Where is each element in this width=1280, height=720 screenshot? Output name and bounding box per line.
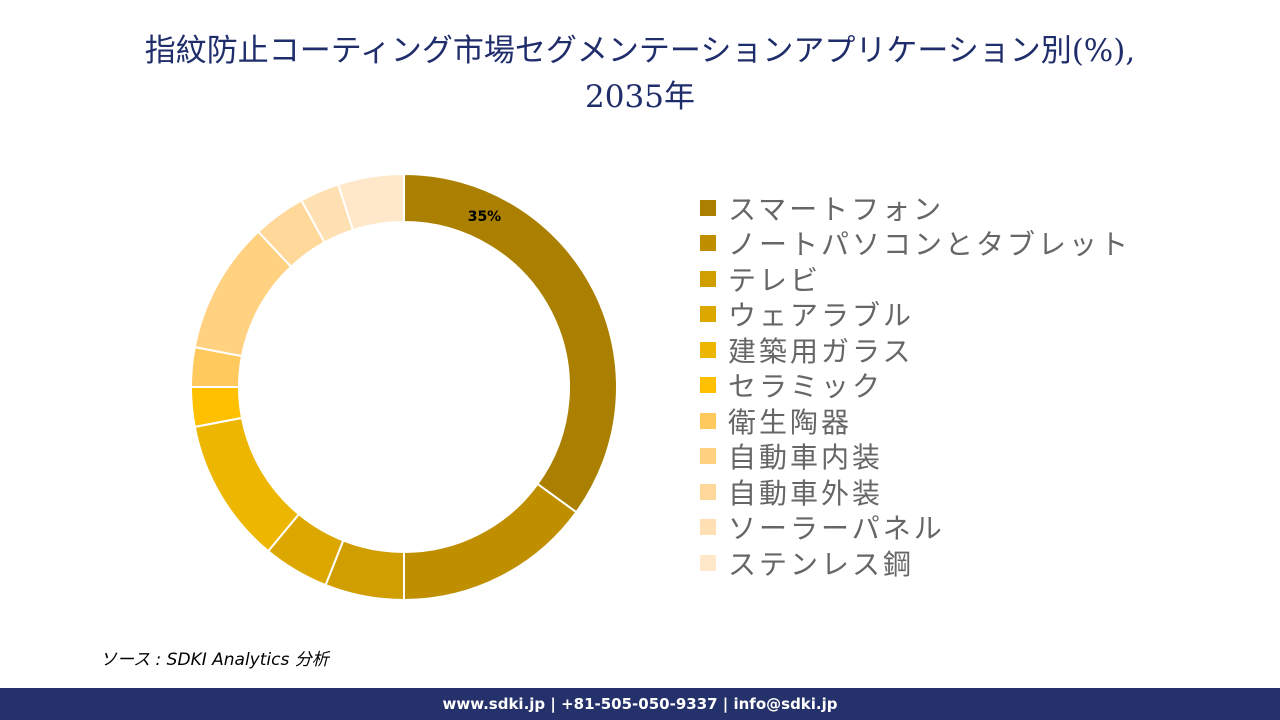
legend-swatch <box>700 483 716 500</box>
legend-item: 衛生陶器 <box>700 403 1131 439</box>
legend-item: ソーラーパネル <box>700 510 1131 546</box>
legend-label: セラミック <box>728 370 884 404</box>
legend: スマートフォン ノートパソコンとタブレット テレビ ウェアラブル 建築用ガラス セラミック… <box>700 190 1131 581</box>
legend-swatch <box>700 341 716 358</box>
legend-item: セラミック <box>700 368 1131 404</box>
legend-label: 自動車外装 <box>728 476 884 510</box>
legend-swatch <box>700 306 716 323</box>
data-label: 35% <box>468 209 502 225</box>
legend-item: 自動車内装 <box>700 439 1131 475</box>
donut-segment-10 <box>336 172 405 232</box>
title-line-1: 指紋防止コーティング市場セグメンテーションアプリケーション別(%), <box>144 33 1136 69</box>
chart-title: 指紋防止コーティング市場セグメンテーションアプリケーション別(%), 2035年 <box>0 28 1280 120</box>
legend-swatch <box>700 199 716 216</box>
legend-item: スマートフォン <box>700 190 1131 226</box>
footer-contact: www.sdki.jp | +81-505-050-9337 | info@sd… <box>0 688 1280 720</box>
legend-item: ウェアラブル <box>700 297 1131 333</box>
legend-swatch <box>700 270 716 287</box>
legend-swatch <box>700 554 716 571</box>
legend-item: 自動車外装 <box>700 474 1131 510</box>
legend-item: 建築用ガラス <box>700 332 1131 368</box>
legend-label: 衛生陶器 <box>728 405 853 439</box>
legend-label: 自動車内装 <box>728 441 884 475</box>
legend-label: 建築用ガラス <box>728 334 914 368</box>
legend-item: ステンレス鋼 <box>700 545 1131 581</box>
source-note: ソース : SDKI Analytics 分析 <box>100 650 329 670</box>
legend-label: ノートパソコンとタブレット <box>728 228 1132 262</box>
donut-segment-4 <box>193 416 301 553</box>
title-line-2: 2035年 <box>585 79 695 115</box>
legend-label: ステンレス鋼 <box>728 547 915 581</box>
legend-swatch <box>700 235 716 252</box>
donut-segment-1 <box>403 482 578 602</box>
legend-label: ウェアラブル <box>728 299 915 333</box>
legend-label: テレビ <box>728 263 822 297</box>
legend-label: ソーラーパネル <box>728 512 945 546</box>
legend-swatch <box>700 412 716 429</box>
legend-item: テレビ <box>700 261 1131 297</box>
donut-segment-0 <box>403 172 618 514</box>
legend-label: スマートフォン <box>728 192 945 226</box>
legend-item: ノートパソコンとタブレット <box>700 226 1132 262</box>
donut-chart: 35% <box>189 172 618 602</box>
legend-swatch <box>700 519 716 536</box>
legend-swatch <box>700 377 716 394</box>
legend-swatch <box>700 448 716 465</box>
